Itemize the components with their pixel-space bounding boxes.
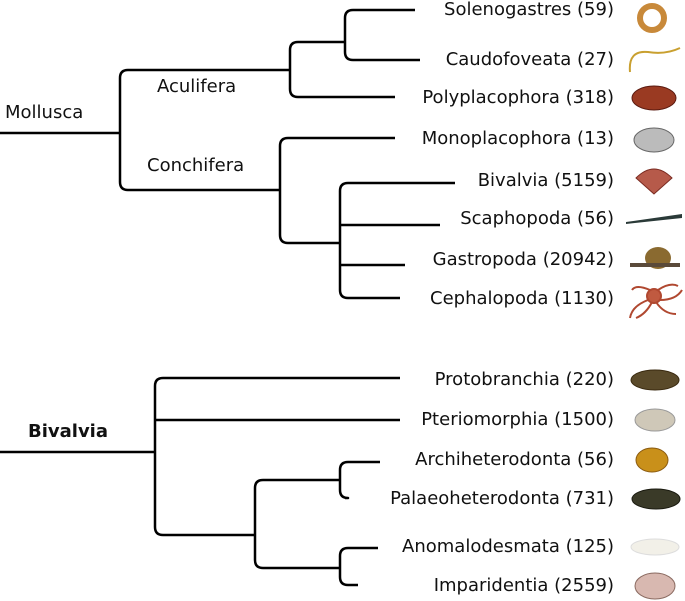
leaf-label: Palaeoheterodonta (731) [390, 488, 614, 509]
leaf-label: Cephalopoda (1130) [430, 288, 614, 309]
branch [340, 223, 440, 267]
icon [628, 47, 681, 73]
leaf-label: Imparidentia (2559) [434, 575, 614, 596]
root-label: Bivalvia [28, 421, 108, 442]
mollusca-tree: Mollusca Aculifera Conchifera Solenogast… [0, 0, 683, 319]
branch [338, 181, 455, 300]
icon [629, 283, 683, 319]
branch [288, 40, 395, 99]
leaf-label: Scaphopoda (56) [460, 208, 614, 229]
root-label: Mollusca [5, 102, 83, 123]
leaf-label: Monoplacophora (13) [422, 128, 614, 149]
icon [634, 408, 676, 432]
icon [633, 127, 675, 153]
branch [153, 376, 400, 537]
icon [631, 85, 677, 111]
leaf-label: Gastropoda (20942) [433, 249, 614, 270]
group-label: Conchifera [147, 155, 244, 176]
icon [637, 3, 667, 33]
icon [626, 214, 682, 224]
icon [630, 538, 680, 556]
leaf-label: Polyplacophora (318) [422, 87, 614, 108]
leaf-label: Bivalvia (5159) [478, 170, 614, 191]
icon [631, 488, 681, 510]
leaf-label: Solenogastres (59) [444, 0, 614, 20]
leaf-label: Caudofoveata (27) [446, 49, 614, 70]
leaf-label: Protobranchia (220) [435, 369, 614, 390]
icon [635, 168, 673, 195]
leaf-label: Pteriomorphia (1500) [421, 409, 614, 430]
leaf-label: Archiheterodonta (56) [415, 449, 614, 470]
bivalvia-tree: Bivalvia Protobranchia (220) Pteriomorph… [0, 369, 681, 600]
icon [630, 369, 680, 391]
icon [634, 572, 676, 600]
branch [338, 546, 378, 587]
leaf-label: Anomalodesmata (125) [402, 536, 614, 557]
branch [278, 136, 395, 245]
branch [338, 460, 380, 500]
branch [253, 478, 340, 570]
branch [118, 68, 290, 192]
group-label: Aculifera [157, 76, 236, 97]
icon [635, 447, 669, 473]
branch [343, 8, 420, 62]
